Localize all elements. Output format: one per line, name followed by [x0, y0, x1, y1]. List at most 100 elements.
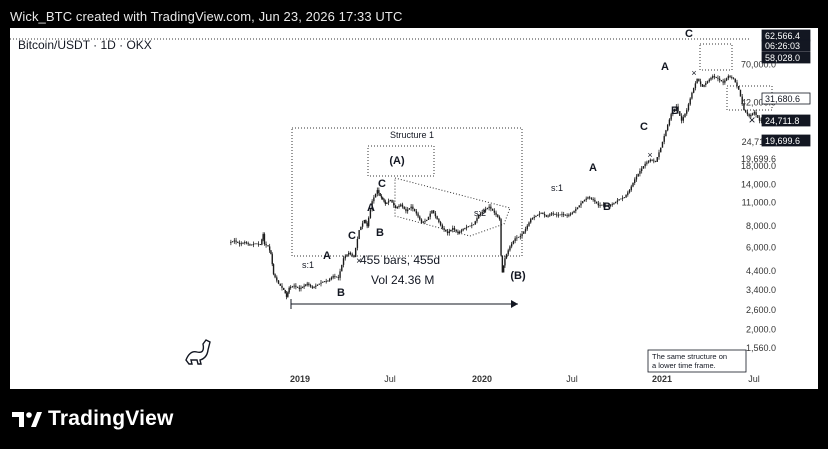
- wave-label: A: [367, 202, 375, 214]
- candle-body: [722, 81, 724, 83]
- candle-body: [439, 222, 442, 226]
- brand-name: TradingView: [48, 407, 174, 430]
- candle-body: [426, 219, 428, 221]
- candle-body: [490, 206, 492, 209]
- candle-body: [524, 229, 527, 232]
- candle-body: [281, 285, 283, 288]
- candle-body: [380, 196, 383, 198]
- candle-body: [717, 77, 719, 79]
- candle-body: [536, 214, 539, 216]
- candle-body: [637, 173, 639, 177]
- candle-body: [649, 159, 652, 162]
- candle-body: [691, 92, 693, 99]
- candle-body: [571, 212, 574, 214]
- candle-body: [295, 285, 297, 287]
- candle-body: [639, 170, 641, 174]
- candle-body: [516, 237, 518, 239]
- candle-body: [474, 221, 476, 225]
- candle-body: [271, 254, 273, 265]
- wave-label: B: [671, 105, 679, 117]
- candle-body: [540, 212, 542, 214]
- candle-body: [361, 223, 364, 227]
- candle-body: [564, 214, 567, 216]
- time-tick-label: 2021: [652, 374, 672, 384]
- candle-body: [703, 84, 705, 87]
- candle-body: [257, 243, 260, 245]
- candle-body: [325, 281, 327, 282]
- candle-body: [457, 231, 459, 234]
- candle-body: [542, 212, 544, 214]
- candle-body: [256, 243, 258, 245]
- candle-body: [654, 161, 657, 162]
- candle-body: [371, 201, 373, 210]
- candle-body: [396, 206, 398, 209]
- candle-body: [448, 231, 450, 234]
- candle-body: [413, 208, 416, 212]
- candle-body: [559, 214, 561, 216]
- candle-body: [272, 264, 275, 275]
- candle-body: [304, 284, 307, 286]
- candle-body: [367, 217, 370, 227]
- candle-body: [323, 281, 326, 283]
- candle-body: [373, 197, 375, 202]
- candle-body: [692, 88, 695, 93]
- candle-body: [519, 236, 522, 237]
- price-tick-label: 4,400.0: [746, 266, 776, 276]
- candle-body: [417, 213, 419, 217]
- candle-body: [365, 219, 367, 224]
- candle-body: [561, 214, 563, 216]
- candle-body: [751, 113, 754, 115]
- candle-body: [504, 258, 506, 266]
- price-series: [230, 73, 771, 300]
- price-tick-label: 70,000.0: [741, 60, 776, 70]
- candle-body: [349, 252, 352, 255]
- wave-label: C: [378, 178, 386, 190]
- candle-body: [301, 286, 304, 288]
- candle-body: [684, 113, 686, 118]
- candle-body: [528, 222, 530, 226]
- candle-body: [320, 282, 322, 284]
- candle-body: [341, 264, 343, 272]
- candle-body: [514, 238, 516, 242]
- candle-body: [689, 98, 691, 105]
- candle-body: [245, 242, 248, 244]
- measure-volume-label: Vol 24.36 M: [371, 273, 434, 287]
- candle-body: [573, 210, 575, 213]
- chart-panel[interactable]: s:1 A B C A B C (A) s:2 (B) s:1 A B C A B C Structure 1 × ×…: [10, 28, 818, 389]
- candle-body: [646, 162, 648, 164]
- candle-body: [642, 166, 645, 169]
- candle-body: [526, 225, 528, 230]
- candle-body: [640, 168, 643, 171]
- candle-body: [521, 233, 523, 237]
- candle-body: [389, 199, 392, 202]
- candle-body: [274, 274, 276, 278]
- candle-body: [760, 119, 762, 121]
- candle-body: [613, 203, 615, 205]
- note-line: The same structure on: [652, 352, 727, 361]
- candle-body: [270, 250, 272, 255]
- candle-body: [483, 210, 485, 212]
- candle-body: [748, 114, 750, 117]
- price-tag-label: 62,566.4: [765, 31, 800, 41]
- candle-body: [677, 106, 679, 112]
- candle-body: [595, 201, 598, 204]
- candle-body: [309, 285, 312, 287]
- candle-body: [665, 130, 667, 137]
- structure1-frame: [367, 145, 435, 177]
- candle-body: [431, 210, 433, 214]
- price-tag-label: 58,028.0: [765, 53, 800, 63]
- candle-body: [446, 231, 449, 234]
- candle-body: [450, 229, 452, 232]
- candle-body: [666, 124, 669, 131]
- candle-body: [755, 112, 757, 116]
- candle-body: [609, 205, 612, 206]
- candle-body: [284, 289, 286, 294]
- measure-arrowhead: [511, 300, 518, 308]
- candle-body: [415, 211, 418, 214]
- candle-body: [481, 211, 483, 214]
- candle-body: [594, 199, 596, 202]
- candle-body: [566, 215, 568, 217]
- candle-body: [330, 277, 333, 280]
- candle-body: [337, 277, 340, 279]
